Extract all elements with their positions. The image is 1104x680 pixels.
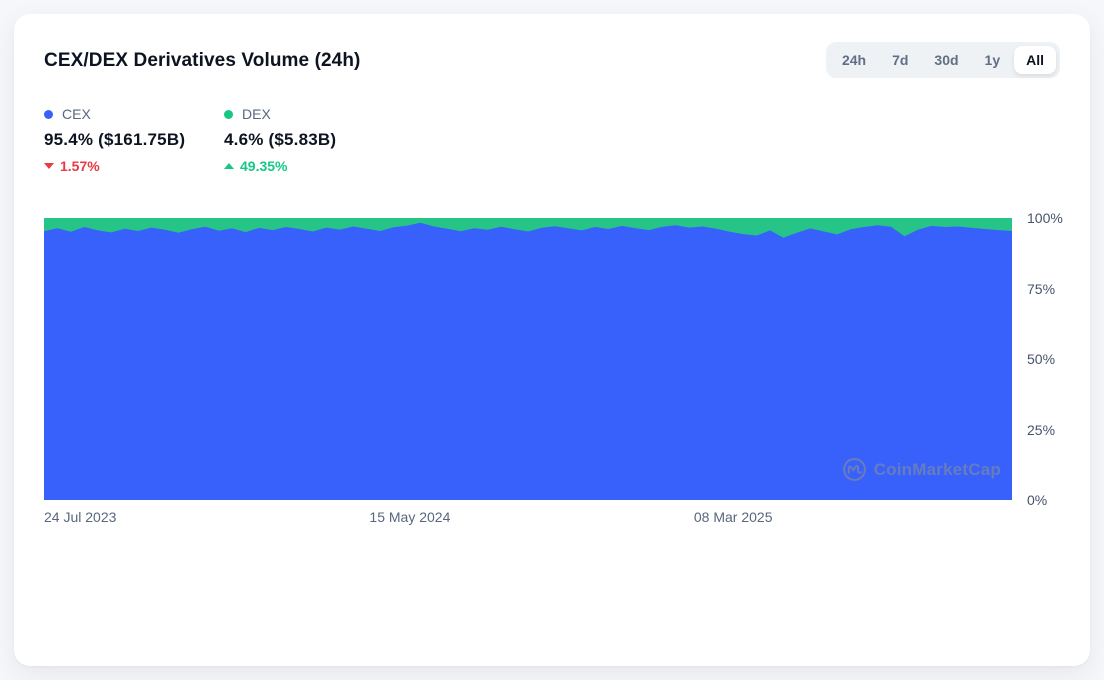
range-button-all[interactable]: All	[1014, 46, 1056, 74]
time-range-selector: 24h 7d 30d 1y All	[825, 42, 1060, 78]
legend-item-dex: DEX 4.6% ($5.83B) 49.35%	[224, 106, 404, 174]
x-tick-label: 08 Mar 2025	[693, 509, 773, 525]
x-tick-label: 24 Jul 2023	[44, 509, 117, 525]
y-axis: 100% 75% 50% 25% 0%	[1012, 210, 1063, 508]
dex-label: DEX	[242, 106, 271, 122]
dex-value: 4.6% ($5.83B)	[224, 130, 337, 149]
chart-card: CEX/DEX Derivatives Volume (24h) 24h 7d 30…	[14, 14, 1090, 666]
cex-change: 1.57%	[44, 158, 224, 174]
page-title: CEX/DEX Derivatives Volume (24h)	[44, 50, 361, 71]
dex-change-value: 49.35%	[240, 158, 288, 174]
chart-area: CoinMarketCap 100% 75% 50% 25% 0%	[44, 210, 1063, 508]
y-tick-label: 0%	[1027, 492, 1048, 508]
arrow-up-icon	[224, 163, 234, 169]
cex-dot-icon	[44, 109, 53, 119]
card-header: CEX/DEX Derivatives Volume (24h) 24h 7d 30…	[44, 42, 1060, 78]
x-axis: 24 Jul 2023 15 May 2024 08 Mar 2025	[44, 509, 1012, 531]
y-tick-label: 50%	[1027, 351, 1056, 367]
y-tick-label: 75%	[1027, 280, 1056, 297]
range-button-30d[interactable]: 30d	[922, 46, 970, 74]
arrow-down-icon	[44, 163, 54, 169]
range-button-1y[interactable]: 1y	[973, 46, 1013, 74]
y-tick-label: 100%	[1027, 210, 1063, 226]
legend-item-cex: CEX 95.4% ($161.75B) 1.57%	[44, 106, 224, 174]
y-tick-label: 25%	[1027, 421, 1056, 438]
dex-dot-icon	[224, 109, 233, 119]
x-tick-label: 15 May 2024	[369, 509, 451, 525]
dex-change: 49.35%	[224, 158, 404, 174]
cex-change-value: 1.57%	[60, 158, 100, 174]
cex-label: CEX	[62, 106, 91, 122]
cex-value: 95.4% ($161.75B)	[44, 130, 186, 149]
legend: CEX 95.4% ($161.75B) 1.57% DEX 4.6% ($5.…	[44, 106, 1060, 174]
stacked-area-chart[interactable]: CoinMarketCap	[44, 218, 1012, 500]
range-button-24h[interactable]: 24h	[830, 46, 878, 74]
range-button-7d[interactable]: 7d	[880, 46, 920, 74]
